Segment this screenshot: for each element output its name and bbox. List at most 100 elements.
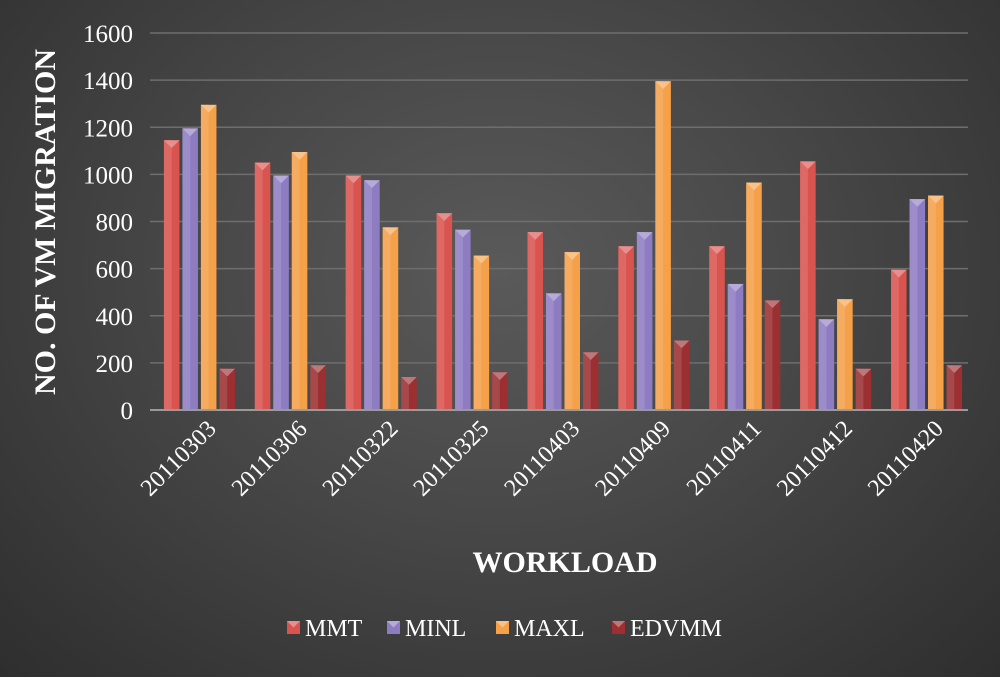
bar-bevel-top (855, 368, 872, 377)
bar-minl-20110322 (364, 180, 380, 410)
bar-edvmm-20110411 (764, 300, 781, 410)
bar-minl-20110306 (273, 175, 289, 410)
bar-minl-20110412 (818, 319, 835, 410)
y-tick-label: 200 (96, 351, 134, 378)
bar-mmt-20110325 (436, 213, 453, 410)
bar-highlight (473, 255, 482, 410)
bar-maxl-20110325 (473, 255, 490, 410)
bar-bevel-top (655, 81, 671, 90)
bar-minl-20110409 (636, 232, 653, 410)
x-tick-label: 20110303 (136, 416, 222, 502)
bar-mmt-20110303 (163, 140, 180, 410)
legend-label: EDVMM (630, 616, 722, 642)
bar-edvmm-20110322 (401, 377, 417, 410)
bar-highlight (364, 180, 372, 410)
bar-bevel-top (837, 299, 853, 308)
x-axis-ticks: 20110303 20110306 20110322 20110325 20110403… (136, 416, 949, 502)
bar-bevel-top (473, 255, 490, 264)
bar-bevel-top (492, 372, 508, 381)
bar-minl-20110403 (546, 293, 562, 410)
y-axis-title: NO. OF VM MIGRATION (29, 49, 62, 395)
bar-bevel-top (818, 319, 835, 328)
y-tick-label: 800 (96, 210, 134, 237)
bar-highlight (837, 299, 845, 410)
bar-highlight (727, 283, 736, 410)
bar-bevel-top (946, 365, 963, 373)
bar-bevel-top (182, 128, 198, 137)
bar-highlight (382, 227, 391, 410)
bar-bevel-top (310, 365, 326, 373)
bar-bevel-top (219, 368, 235, 377)
bar-bevel-top (618, 246, 634, 254)
bar-maxl-20110322 (382, 227, 399, 410)
bar-bevel-top (254, 162, 271, 171)
legend-label: MMT (305, 616, 363, 642)
x-tick-label: 20110403 (500, 416, 586, 502)
bar-highlight (946, 365, 955, 410)
y-tick-label: 1600 (83, 21, 133, 48)
bar-mmt-20110306 (254, 162, 271, 410)
bar-bevel-top (928, 195, 944, 204)
bar-bevel-top (527, 232, 543, 240)
bar-highlight (182, 128, 191, 410)
bar-bevel-top (401, 377, 417, 385)
x-tick-label: 20110409 (590, 416, 676, 502)
x-tick-label: 20110325 (409, 416, 495, 502)
x-tick-label: 20110322 (318, 416, 404, 502)
bar-bevel-top (345, 175, 362, 184)
bar-minl-20110420 (909, 199, 926, 410)
y-tick-label: 1000 (83, 162, 133, 189)
bar-edvmm-20110325 (492, 372, 508, 410)
bar-highlight (928, 195, 936, 410)
bar-maxl-20110409 (655, 81, 671, 410)
bar-bevel-top (436, 213, 453, 222)
bar-bevel-top (764, 300, 781, 309)
x-axis-title: WORKLOAD (472, 546, 657, 579)
bar-highlight (618, 246, 627, 410)
bar-highlight (636, 232, 645, 410)
bar-highlight (564, 252, 573, 410)
y-tick-label: 0 (121, 398, 134, 425)
bar-bevel-top (727, 283, 744, 292)
bar-maxl-20110306 (291, 151, 308, 410)
bar-maxl-20110420 (928, 195, 944, 410)
bar-mmt-20110412 (800, 161, 816, 410)
bar-bevel-top (564, 252, 580, 260)
y-tick-label: 400 (96, 304, 134, 331)
bar-minl-20110325 (455, 229, 471, 410)
bar-bevel-top (200, 104, 217, 113)
legend-label: MAXL (514, 616, 585, 642)
bar-bevel-top (583, 352, 599, 361)
legend-swatch-bevel (496, 621, 509, 628)
legend-swatch-bevel (612, 621, 625, 628)
bar-highlight (345, 175, 354, 410)
bar-highlight (401, 377, 409, 410)
legend-item-mmt: MMT (287, 616, 363, 642)
bar-highlight (800, 161, 808, 410)
bar-bevel-top (455, 229, 471, 238)
bar-mmt-20110411 (709, 246, 725, 410)
bar-bevel-top (709, 246, 725, 254)
bar-maxl-20110403 (564, 252, 580, 410)
y-tick-label: 1400 (83, 68, 133, 95)
bar-highlight (254, 162, 263, 410)
bar-edvmm-20110409 (673, 340, 690, 410)
bar-minl-20110411 (727, 283, 744, 410)
bar-bevel-top (909, 199, 926, 207)
bar-bevel-top (364, 180, 380, 189)
bar-highlight (655, 81, 664, 410)
legend-swatch-bevel (287, 621, 300, 628)
legend-label: MINL (405, 616, 466, 642)
bar-bevel-top (746, 182, 762, 191)
bar-mmt-20110420 (891, 269, 907, 410)
legend-swatch-bevel (387, 621, 400, 628)
bar-highlight (709, 246, 718, 410)
bar-maxl-20110412 (837, 299, 853, 410)
bar-highlight (909, 199, 918, 410)
bar-highlight (527, 232, 536, 410)
bar-edvmm-20110306 (310, 365, 326, 410)
bar-mmt-20110403 (527, 232, 543, 410)
bar-bevel-top (673, 340, 690, 349)
bar-highlight (291, 151, 300, 410)
